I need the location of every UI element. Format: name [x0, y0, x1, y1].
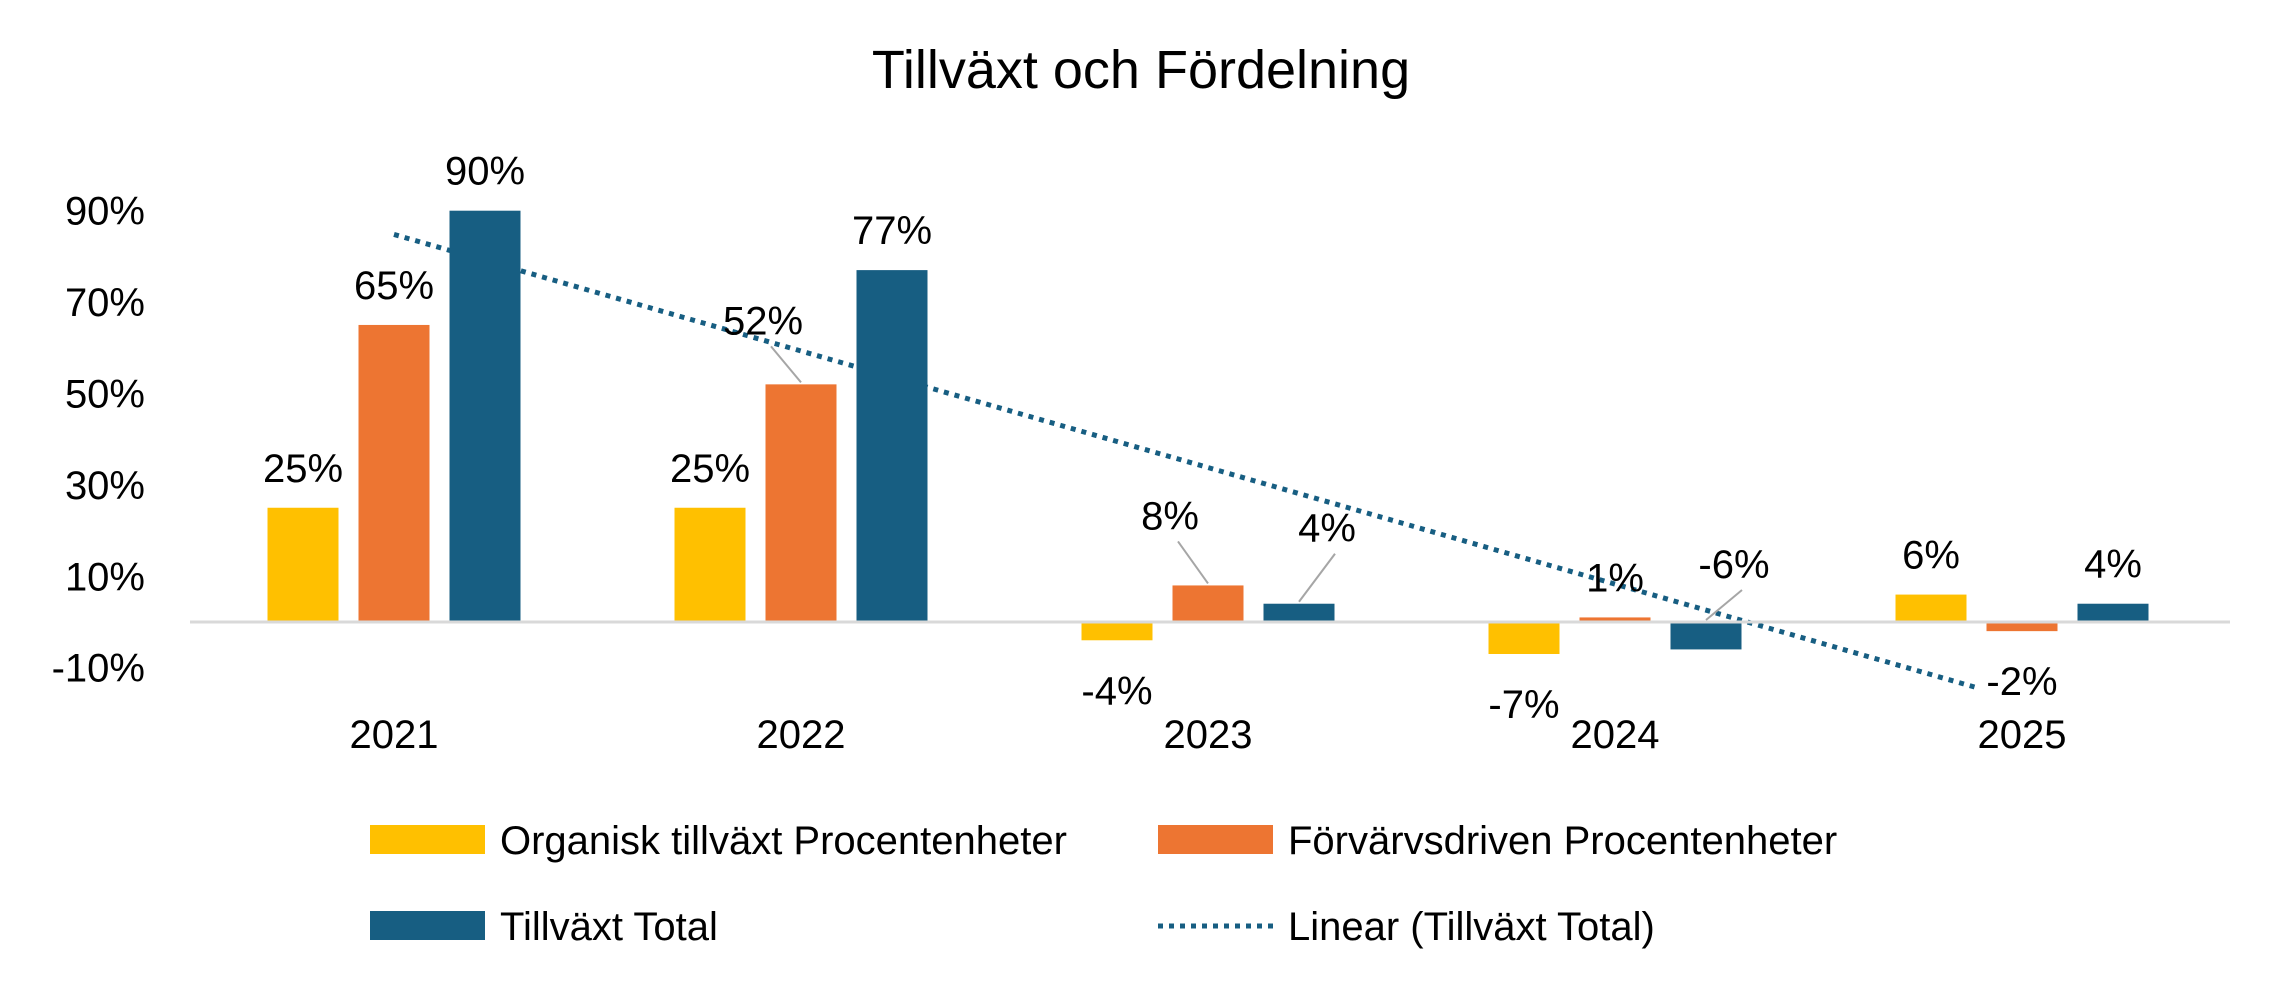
legend-label: Förvärvsdriven Procentenheter	[1288, 819, 1837, 863]
bar	[267, 507, 339, 622]
data-label: 90%	[445, 150, 525, 194]
label-leader-line	[1298, 553, 1336, 603]
data-label: -2%	[1986, 660, 2057, 704]
data-label: 52%	[723, 299, 803, 343]
y-axis: 90% 70% 50% 30% 10% -10%	[52, 190, 145, 691]
y-tick-label: 10%	[65, 555, 145, 599]
data-label: 4%	[1298, 507, 1356, 551]
y-tick-label: 50%	[65, 373, 145, 417]
data-label: 1%	[1586, 556, 1644, 600]
data-label: 25%	[670, 447, 750, 491]
bar	[358, 324, 430, 622]
bar	[1081, 622, 1153, 641]
bars-group	[267, 210, 2149, 654]
legend-label: Tillväxt Total	[500, 905, 718, 949]
data-label: -6%	[1698, 543, 1769, 587]
x-axis: 2021 2022 2023 2024 2025	[350, 713, 2067, 757]
y-tick-label: 30%	[65, 464, 145, 508]
bar	[1263, 603, 1335, 622]
bar	[1488, 622, 1560, 654]
y-tick-label: 70%	[65, 281, 145, 325]
data-label: 8%	[1141, 494, 1199, 538]
chart-title: Tillväxt och Fördelning	[872, 40, 1410, 100]
label-leader-line	[770, 345, 802, 384]
x-tick-label: 2022	[757, 713, 846, 757]
y-tick-label: -10%	[52, 647, 145, 691]
data-label: 6%	[1902, 534, 1960, 578]
data-label: -4%	[1081, 669, 1152, 713]
data-label: 25%	[263, 447, 343, 491]
data-labels: 25% 25% -4% -7% 6% 65% 52% 8% 1% -2% 90% 77% 4% -6% 4%	[263, 150, 2142, 727]
data-label: -7%	[1488, 683, 1559, 727]
bar	[1579, 617, 1651, 622]
legend-label: Linear (Tillväxt Total)	[1288, 905, 1655, 949]
y-tick-label: 90%	[65, 190, 145, 234]
legend: Organisk tillväxt Procentenheter Förvärvs…	[370, 819, 1837, 949]
bar	[765, 384, 837, 622]
data-label: 4%	[2084, 543, 2142, 587]
bar	[1895, 594, 1967, 622]
x-tick-label: 2024	[1571, 713, 1660, 757]
x-tick-label: 2021	[350, 713, 439, 757]
bar	[2077, 603, 2149, 622]
bar	[1172, 585, 1244, 622]
label-leader-line	[1705, 589, 1743, 621]
data-label: 77%	[852, 209, 932, 253]
bar	[856, 270, 928, 622]
label-leader-line	[1177, 540, 1209, 585]
legend-swatch	[370, 911, 485, 940]
legend-label: Organisk tillväxt Procentenheter	[500, 819, 1067, 863]
bar	[1986, 622, 2058, 632]
legend-swatch	[370, 825, 485, 854]
x-tick-label: 2023	[1164, 713, 1253, 757]
data-label: 65%	[354, 264, 434, 308]
bar	[1670, 622, 1742, 650]
legend-swatch	[1158, 825, 1273, 854]
x-tick-label: 2025	[1978, 713, 2067, 757]
bar	[449, 210, 521, 622]
bar	[674, 507, 746, 622]
